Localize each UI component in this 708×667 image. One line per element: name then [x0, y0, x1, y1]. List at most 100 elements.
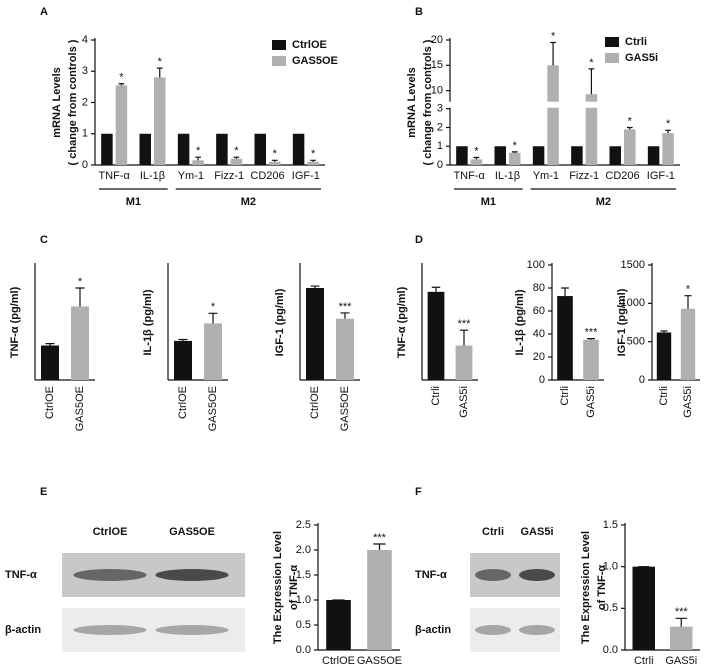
- panel-letter: F: [415, 486, 422, 498]
- x-tick-label: Ym-1: [533, 170, 559, 182]
- bar: [307, 161, 319, 165]
- bar: [455, 345, 473, 380]
- x-tick-label: Ctrli: [634, 655, 654, 667]
- panel-letter: E: [40, 486, 47, 498]
- x-tick-label: IGF-1: [647, 170, 675, 182]
- bar: [656, 332, 672, 380]
- error-bar: [550, 41, 556, 66]
- blot-band: [519, 625, 555, 635]
- x-tick-label: CtrlOE: [177, 386, 189, 419]
- bar: [632, 566, 655, 650]
- error-bar: [473, 156, 480, 160]
- y-tick-label: 100: [527, 259, 545, 271]
- bar: [427, 291, 445, 380]
- x-tick-label: Fizz-1: [569, 170, 599, 182]
- x-tick-label: Ctrli: [430, 386, 442, 406]
- legend-label: GAS5OE: [292, 55, 338, 67]
- y-axis-label: IGF-1 (pg/ml): [274, 288, 286, 356]
- blot-band: [155, 625, 229, 635]
- blot-column-label: GAS5OE: [169, 526, 215, 538]
- error-bar: [665, 129, 671, 134]
- blot-column-label: Ctrli: [482, 526, 504, 538]
- bar: [269, 161, 281, 165]
- y-axis-label: TNF-α (pg/ml): [9, 286, 21, 358]
- blot-band: [73, 625, 147, 635]
- bar: [115, 85, 128, 165]
- error-bar: [195, 156, 201, 161]
- bar: [583, 339, 599, 380]
- y-tick-label: 20: [533, 351, 545, 363]
- blot-column-label: GAS5i: [520, 526, 553, 538]
- x-tick-label: Ctrli: [658, 386, 670, 406]
- panel-letter: B: [415, 6, 423, 18]
- y-tick-label: 1500: [621, 259, 645, 271]
- bar: [624, 129, 636, 165]
- significance-label: ***: [373, 532, 387, 544]
- x-tick-label: GAS5OE: [74, 386, 86, 431]
- y-tick-label: 0: [539, 374, 545, 386]
- x-tick-label: Ctrli: [559, 386, 571, 406]
- bar: [547, 65, 559, 165]
- error-bar: [178, 338, 188, 341]
- bar: [532, 146, 545, 165]
- bar: [509, 152, 521, 165]
- legend-swatch: [272, 56, 286, 66]
- legend-label: GAS5i: [625, 52, 658, 64]
- error-bar: [587, 338, 595, 340]
- y-tick-label: 3: [82, 65, 88, 77]
- x-tick-label: Ym-1: [178, 170, 204, 182]
- y-tick-label: 1: [437, 140, 443, 152]
- legend-label: Ctrli: [625, 36, 647, 48]
- significance-label: *: [158, 56, 163, 68]
- bar: [230, 158, 243, 165]
- group-label: M2: [241, 196, 256, 208]
- y-axis-label: IL-1β (pg/ml): [142, 289, 154, 355]
- x-tick-label: CD206: [605, 170, 639, 182]
- significance-label: *: [78, 276, 83, 288]
- blot-band: [155, 569, 229, 581]
- significance-label: *: [474, 145, 479, 157]
- error-bar: [561, 287, 569, 297]
- y-tick-label: 0.0: [603, 644, 618, 656]
- error-bar: [310, 159, 316, 162]
- x-tick-label: TNF-α: [98, 170, 130, 182]
- significance-label: *: [211, 301, 216, 313]
- blot-row-label: TNF-α: [415, 569, 447, 581]
- significance-label: ***: [458, 318, 472, 330]
- significance-label: *: [589, 57, 594, 69]
- bar: [680, 308, 696, 380]
- significance-label: ***: [339, 301, 353, 313]
- bar: [647, 146, 660, 165]
- error-bar: [75, 287, 85, 307]
- bar: [192, 160, 204, 165]
- blot-row-label: β-actin: [5, 624, 41, 636]
- panel-letter: D: [415, 234, 423, 246]
- bar: [306, 288, 324, 380]
- y-tick-label: 1.5: [603, 519, 618, 531]
- legend-swatch: [272, 40, 286, 50]
- blot-band: [519, 569, 555, 581]
- blot-band: [475, 625, 511, 635]
- y-tick-label: 1.0: [296, 594, 311, 606]
- y-tick-label: 0.5: [603, 602, 618, 614]
- x-tick-label: CD206: [250, 170, 284, 182]
- x-tick-label: IL-1β: [140, 170, 165, 182]
- bar: [585, 94, 598, 165]
- bar: [662, 133, 674, 165]
- y-axis-label: of TNF-α: [288, 565, 300, 610]
- legend-swatch: [605, 37, 619, 47]
- y-tick-label: 2: [82, 96, 88, 108]
- x-tick-label: IGF-1: [292, 170, 320, 182]
- blot-band: [73, 569, 147, 581]
- y-tick-label: 15: [431, 59, 443, 71]
- error-bar: [45, 343, 55, 346]
- y-axis-label: mRNA Levels: [51, 67, 63, 138]
- significance-label: *: [273, 148, 278, 160]
- y-axis-label: IL-1β (pg/ml): [514, 289, 526, 355]
- y-axis-label: of TNF-α: [596, 565, 608, 610]
- blot-column-label: CtrlOE: [93, 526, 128, 538]
- bar: [41, 345, 59, 380]
- error-bar: [310, 285, 320, 288]
- blot-row-label: β-actin: [415, 624, 451, 636]
